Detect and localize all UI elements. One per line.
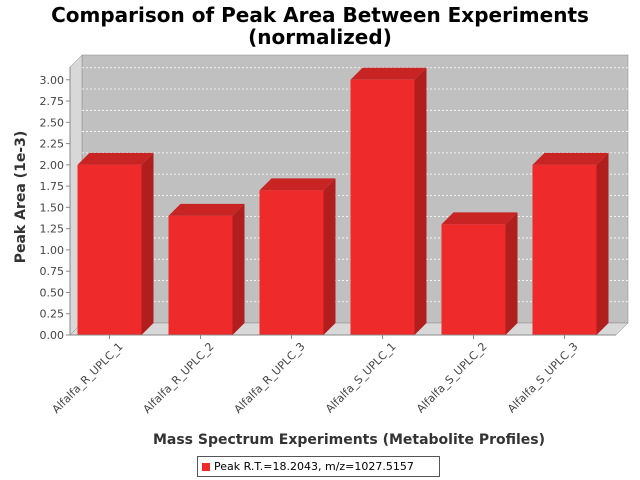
x-axis-label: Mass Spectrum Experiments (Metabolite Pr… bbox=[153, 432, 545, 448]
x-tick-label: Alfalfa_R_UPLC_3 bbox=[232, 340, 308, 416]
y-axis-label: Peak Area (1e-3) bbox=[13, 131, 29, 264]
bar bbox=[77, 152, 154, 335]
legend: Peak R.T.=18.2043, m/z=1027.5157 bbox=[197, 456, 440, 477]
legend-swatch bbox=[202, 463, 210, 471]
bar-side bbox=[141, 152, 154, 335]
x-tick-label: Alfalfa_S_UPLC_2 bbox=[414, 340, 490, 416]
y-tick-label: 0.75 bbox=[40, 265, 65, 278]
y-tick-label: 2.00 bbox=[40, 159, 65, 172]
y-tick-label: 3.00 bbox=[40, 74, 65, 87]
bar-front bbox=[441, 224, 506, 335]
y-tick-label: 2.50 bbox=[40, 116, 65, 129]
bar-side bbox=[596, 152, 609, 335]
bar bbox=[441, 212, 518, 335]
bar-chart: 0.00 0.25 0.50 0.75 1.00 1.25 1.50 1.75 2.00 2.25… bbox=[13, 54, 629, 448]
bar bbox=[259, 178, 336, 335]
y-tick-label: 1.50 bbox=[40, 201, 65, 214]
x-tick-label: Alfalfa_S_UPLC_1 bbox=[323, 340, 399, 416]
y-tick-label: 2.75 bbox=[40, 95, 65, 108]
y-tick-label: 0.00 bbox=[40, 329, 65, 342]
y-tick-label: 1.00 bbox=[40, 244, 65, 257]
bar-front bbox=[532, 164, 597, 335]
bar-front bbox=[168, 215, 233, 335]
bar-top bbox=[532, 152, 609, 165]
bar-side bbox=[414, 67, 427, 335]
bar-front bbox=[77, 164, 142, 335]
y-tick-label: 1.25 bbox=[40, 223, 65, 236]
bar-top bbox=[259, 178, 336, 191]
chart-title: Comparison of Peak Area Between Experime… bbox=[51, 3, 589, 27]
bar-side bbox=[323, 178, 336, 335]
x-tick-label: Alfalfa_S_UPLC_3 bbox=[505, 340, 581, 416]
bar bbox=[168, 203, 245, 335]
bar bbox=[350, 67, 427, 335]
bar-top bbox=[441, 212, 518, 225]
y-tick-label: 1.75 bbox=[40, 180, 65, 193]
bar-front bbox=[350, 79, 415, 335]
chart-subtitle: (normalized) bbox=[248, 25, 392, 49]
bar-side bbox=[232, 203, 245, 335]
bar-side bbox=[505, 212, 518, 335]
y-tick-label: 0.25 bbox=[40, 308, 65, 321]
bar bbox=[532, 152, 609, 335]
y-tick-label: 2.25 bbox=[40, 138, 65, 151]
y-tick-label: 0.50 bbox=[40, 286, 65, 299]
bar-top bbox=[350, 67, 427, 80]
x-tick-label: Alfalfa_R_UPLC_2 bbox=[141, 340, 217, 416]
legend-label: Peak R.T.=18.2043, m/z=1027.5157 bbox=[214, 460, 414, 473]
x-tick-label: Alfalfa_R_UPLC_1 bbox=[50, 340, 126, 416]
bar-top bbox=[168, 203, 245, 216]
bar-front bbox=[259, 190, 324, 335]
bar-top bbox=[77, 152, 154, 165]
